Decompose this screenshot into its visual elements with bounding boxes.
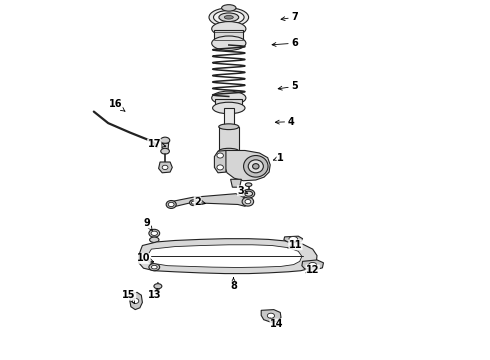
Ellipse shape — [149, 237, 159, 243]
Text: 10: 10 — [137, 253, 153, 264]
Polygon shape — [224, 150, 270, 181]
Ellipse shape — [309, 262, 317, 267]
Ellipse shape — [148, 256, 160, 264]
Polygon shape — [284, 236, 303, 242]
Ellipse shape — [219, 148, 239, 154]
Ellipse shape — [212, 36, 246, 50]
Ellipse shape — [190, 200, 197, 206]
Polygon shape — [171, 194, 248, 207]
Text: 11: 11 — [288, 240, 302, 250]
Ellipse shape — [245, 191, 252, 196]
FancyBboxPatch shape — [219, 127, 239, 151]
Text: 3: 3 — [237, 186, 248, 196]
Ellipse shape — [242, 197, 254, 206]
Ellipse shape — [248, 160, 263, 173]
Text: 7: 7 — [281, 12, 298, 22]
Polygon shape — [231, 179, 242, 187]
Text: 4: 4 — [275, 117, 294, 127]
Text: 14: 14 — [270, 318, 283, 329]
Text: 16: 16 — [109, 99, 125, 111]
Polygon shape — [215, 150, 226, 173]
Polygon shape — [261, 310, 281, 322]
Ellipse shape — [161, 148, 170, 154]
Ellipse shape — [244, 156, 268, 177]
Ellipse shape — [151, 257, 158, 262]
Ellipse shape — [268, 313, 274, 318]
Text: 9: 9 — [144, 218, 152, 231]
Ellipse shape — [192, 201, 196, 204]
Ellipse shape — [221, 5, 236, 11]
Ellipse shape — [149, 229, 160, 237]
Ellipse shape — [245, 199, 251, 204]
Ellipse shape — [169, 202, 174, 207]
Text: 12: 12 — [306, 265, 319, 275]
Ellipse shape — [151, 265, 157, 269]
Ellipse shape — [243, 189, 255, 198]
Ellipse shape — [217, 153, 223, 158]
Ellipse shape — [212, 91, 246, 105]
Polygon shape — [130, 292, 143, 310]
Ellipse shape — [252, 164, 259, 169]
FancyBboxPatch shape — [224, 108, 234, 127]
Ellipse shape — [245, 183, 252, 186]
Text: 6: 6 — [272, 38, 298, 48]
Polygon shape — [148, 245, 302, 267]
Ellipse shape — [160, 137, 170, 144]
Text: 5: 5 — [278, 81, 298, 91]
Polygon shape — [159, 162, 172, 173]
Ellipse shape — [132, 298, 139, 303]
Text: 17: 17 — [147, 139, 166, 149]
Ellipse shape — [154, 284, 162, 289]
Polygon shape — [162, 143, 169, 150]
Ellipse shape — [214, 10, 244, 24]
Ellipse shape — [219, 124, 239, 130]
Polygon shape — [139, 239, 317, 274]
Ellipse shape — [149, 264, 160, 271]
Ellipse shape — [212, 22, 246, 36]
Ellipse shape — [162, 165, 168, 170]
Ellipse shape — [209, 8, 248, 27]
Ellipse shape — [151, 231, 157, 235]
Ellipse shape — [289, 237, 297, 242]
Ellipse shape — [217, 165, 223, 170]
Text: 1: 1 — [273, 153, 284, 163]
FancyBboxPatch shape — [215, 30, 243, 43]
Text: 8: 8 — [230, 278, 237, 291]
Ellipse shape — [213, 102, 245, 114]
Ellipse shape — [224, 15, 233, 19]
Ellipse shape — [166, 201, 176, 208]
Text: 13: 13 — [147, 289, 161, 300]
Text: 15: 15 — [122, 290, 136, 303]
FancyBboxPatch shape — [215, 99, 243, 108]
Polygon shape — [302, 260, 323, 269]
Text: 2: 2 — [194, 197, 205, 207]
Ellipse shape — [219, 13, 239, 22]
